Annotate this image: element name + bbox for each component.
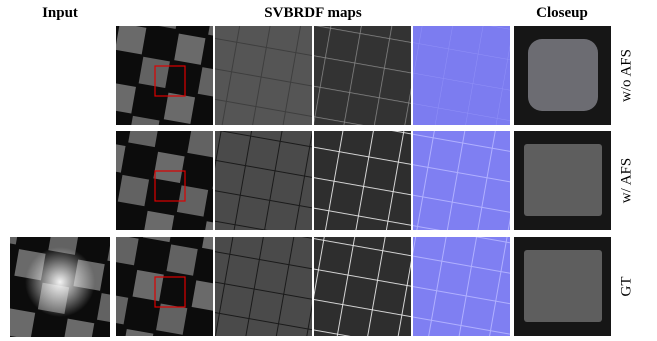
diffuse-map bbox=[215, 237, 312, 336]
figure: Input SVBRDF maps Closeup w/o AFS w/ AFS G… bbox=[0, 0, 657, 341]
header-closeup: Closeup bbox=[536, 5, 588, 21]
closeup-tile bbox=[524, 144, 602, 216]
diffuse-map bbox=[215, 26, 312, 125]
input-highlight bbox=[10, 237, 110, 337]
closeup-tile bbox=[528, 39, 598, 111]
closeup-tile bbox=[524, 250, 602, 322]
normal-map bbox=[413, 237, 510, 336]
roughness-map bbox=[314, 131, 411, 230]
row-label: w/ AFS bbox=[618, 158, 634, 203]
roughness-map bbox=[314, 237, 411, 336]
normal-map bbox=[413, 26, 510, 125]
rendering-image bbox=[116, 131, 213, 230]
diffuse-map bbox=[215, 131, 312, 230]
row-label: GT bbox=[618, 277, 634, 297]
roughness-map bbox=[314, 26, 411, 125]
row-label: w/o AFS bbox=[618, 49, 634, 102]
rendering-image bbox=[116, 26, 213, 125]
header-input: Input bbox=[42, 5, 78, 21]
rendering-image bbox=[116, 237, 213, 336]
header-maps: SVBRDF maps bbox=[264, 5, 362, 21]
normal-map bbox=[413, 131, 510, 230]
